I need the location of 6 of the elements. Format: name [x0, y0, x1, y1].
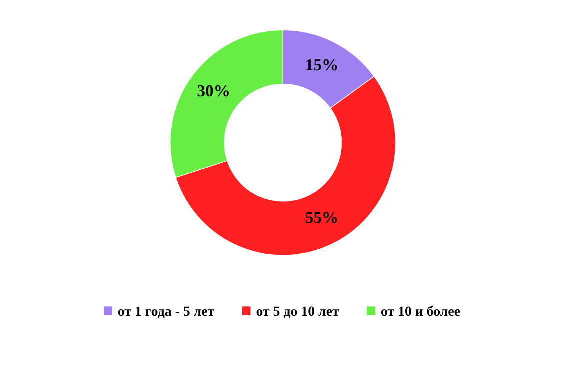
data-label: 55% [306, 212, 338, 224]
legend-label: от 1 года - 5 лет [118, 306, 214, 318]
data-label: 15% [306, 59, 338, 71]
legend-label: от 5 до 10 лет [256, 306, 340, 318]
legend-label: от 10 и более [382, 306, 460, 316]
data-label: 30% [198, 85, 229, 97]
